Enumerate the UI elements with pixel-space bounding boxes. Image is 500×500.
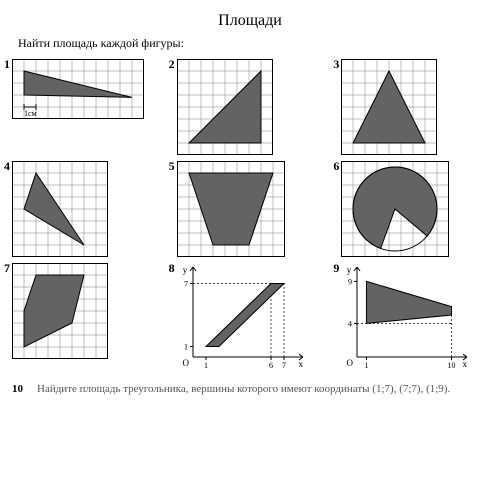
figure-svg: 1см [12, 59, 144, 119]
svg-text:O: O [347, 358, 354, 368]
svg-text:1: 1 [184, 343, 188, 352]
figure-svg [177, 161, 285, 257]
figure-9: 9x y O 1 10 4 9 [341, 263, 488, 373]
svg-text:10: 10 [448, 361, 456, 370]
problem-10-text: Найдите площадь треугольника, вершины ко… [37, 383, 450, 395]
svg-text:7: 7 [184, 280, 188, 289]
page-title: Площади [12, 12, 488, 30]
figure-4: 4 [12, 161, 159, 257]
svg-text:y: y [347, 265, 352, 275]
figure-num: 4 [4, 159, 10, 174]
figure-num: 2 [169, 57, 175, 72]
svg-text:1: 1 [365, 361, 369, 370]
svg-text:6: 6 [269, 361, 273, 370]
svg-text:y: y [182, 265, 187, 275]
figure-num: 1 [4, 57, 10, 72]
figure-num: 6 [333, 159, 339, 174]
svg-text:1см: 1см [24, 109, 37, 118]
svg-text:x: x [298, 359, 303, 369]
figure-svg [341, 59, 437, 155]
figure-num: 3 [333, 57, 339, 72]
figure-svg: xyO16717 [177, 263, 307, 373]
figure-1: 11см [12, 59, 159, 155]
svg-text:1: 1 [204, 361, 208, 370]
figure-svg [12, 263, 108, 359]
problem-10: 10 Найдите площадь треугольника, вершины… [12, 383, 488, 395]
figure-7: 7 [12, 263, 159, 373]
figure-3: 3 [341, 59, 488, 155]
figure-svg [12, 161, 108, 257]
figure-5: 5 [177, 161, 324, 257]
figure-2: 2 [177, 59, 324, 155]
svg-text:4: 4 [348, 319, 352, 328]
figure-num: 5 [169, 159, 175, 174]
figure-num: 8 [169, 261, 175, 276]
figure-6: 6 [341, 161, 488, 257]
figure-num: 7 [4, 261, 10, 276]
svg-text:O: O [182, 358, 189, 368]
svg-text:x: x [463, 359, 468, 369]
figure-svg: x y O 1 10 4 9 [341, 263, 471, 373]
problem-10-num: 10 [12, 383, 23, 395]
figure-svg [177, 59, 273, 155]
subtitle: Найти площадь каждой фигуры: [12, 36, 488, 51]
figure-8: 8xyO16717 [177, 263, 324, 373]
figure-svg [341, 161, 449, 257]
figure-grid: 11см2345678xyO167179xyO11049 [12, 59, 488, 373]
svg-text:9: 9 [348, 277, 352, 286]
figure-num: 9 [333, 261, 339, 276]
svg-text:7: 7 [282, 361, 286, 370]
